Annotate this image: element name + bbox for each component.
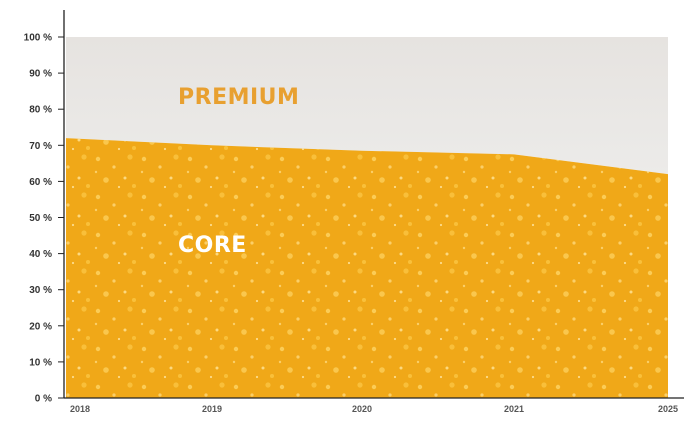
y-tick-label: 50 % [29, 213, 52, 224]
y-tick-label: 60 % [29, 177, 52, 188]
y-tick-label: 30 % [29, 285, 52, 296]
y-tick-label: 70 % [29, 141, 52, 152]
x-tick-label: 2020 [352, 404, 372, 414]
y-tick-label: 80 % [29, 105, 52, 116]
y-axis-ticks: 0 % 10 % 20 % 30 % 40 % 50 % 60 % 70 % 80 % 90 % 1… [24, 33, 64, 405]
labels-layer: PREMIUM CORE [178, 85, 299, 258]
y-tick-label: 0 % [35, 394, 52, 405]
series-label-core: CORE [178, 233, 247, 258]
area-core-bubbles [66, 138, 668, 398]
x-tick-label: 2025 [658, 404, 678, 414]
y-tick-label: 10 % [29, 357, 52, 368]
area-premium [66, 37, 668, 175]
series-label-premium: PREMIUM [178, 85, 299, 110]
x-tick-label: 2021 [504, 404, 524, 414]
areas-layer [66, 37, 668, 398]
x-tick-label: 2019 [202, 404, 222, 414]
x-tick-label: 2018 [70, 404, 90, 414]
y-tick-label: 100 % [24, 33, 52, 44]
y-tick-label: 90 % [29, 69, 52, 80]
y-tick-label: 40 % [29, 249, 52, 260]
x-axis-ticks: 2018 2019 2020 2021 2025 [70, 404, 678, 414]
axes-layer [63, 10, 684, 399]
y-tick-label: 20 % [29, 321, 52, 332]
